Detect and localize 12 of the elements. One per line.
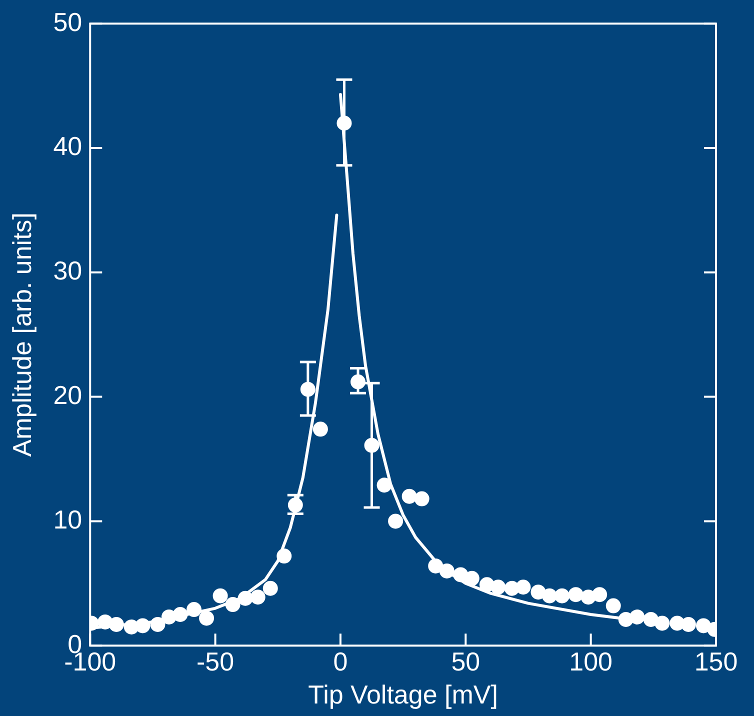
y-tick-label: 40 [53,131,82,162]
x-axis-title: Tip Voltage [mV] [308,680,498,710]
y-tick-label: 10 [53,504,82,534]
x-tick-label: -50 [196,646,234,676]
y-tick-label: 50 [53,6,82,37]
y-axis-title: Amplitude [arb. units] [6,212,37,457]
x-tick-label: 0 [333,646,348,676]
y-tick-label: 20 [53,380,82,410]
x-tick-label: 50 [451,646,480,676]
y-tick-label: 30 [53,256,82,286]
x-tick-label: 100 [569,646,613,676]
x-tick-label: 150 [694,646,738,676]
